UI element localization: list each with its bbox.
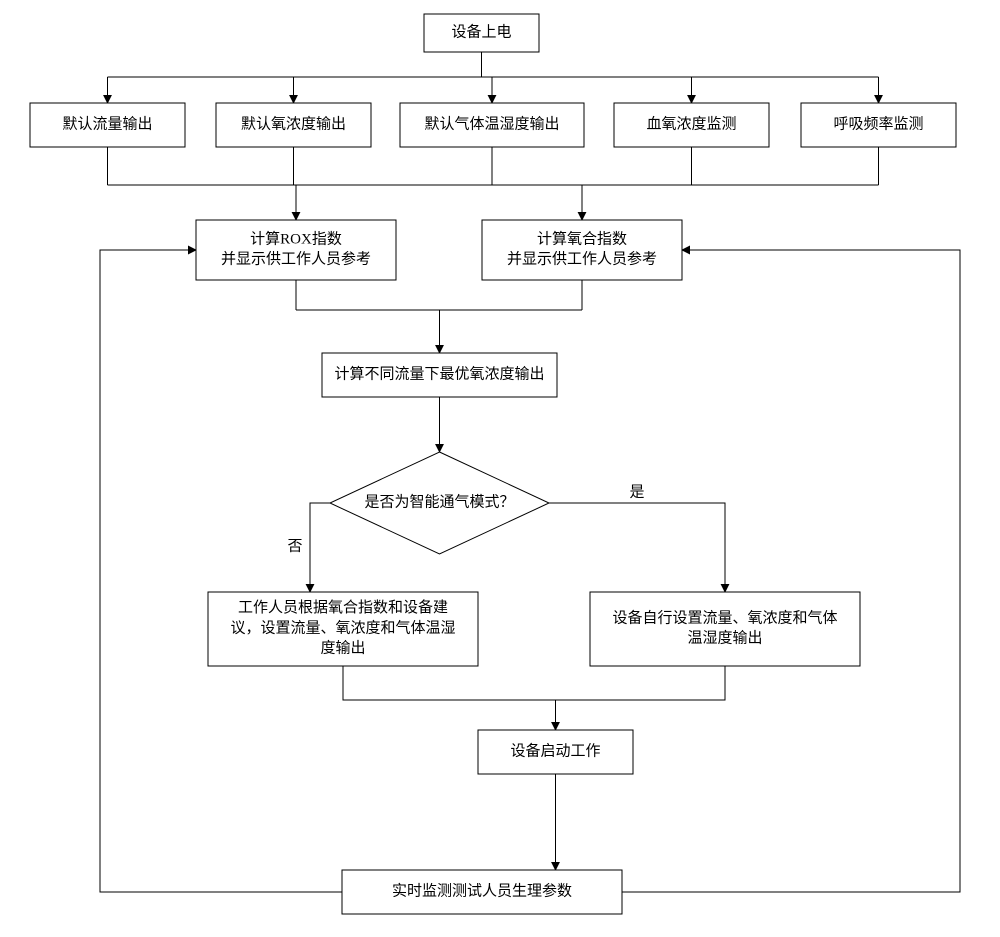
node-label: 默认气体温湿度输出 xyxy=(424,115,559,132)
flow-process xyxy=(196,220,396,280)
flow-process xyxy=(482,220,682,280)
node-label: 计算不同流量下最优氧浓度输出 xyxy=(334,364,544,382)
node-label: 设备自行设置流量、氧浓度和气体 xyxy=(612,609,837,626)
node-label: 是否为智能通气模式？ xyxy=(364,492,514,510)
flow-edge xyxy=(100,250,342,892)
node-label: 计算ROX指数 xyxy=(250,229,342,247)
node-label: 呼吸频率监测 xyxy=(833,115,923,132)
node-label: 并显示供工作人员参考 xyxy=(221,251,371,268)
flow-edge xyxy=(556,666,726,700)
node-label: 温湿度输出 xyxy=(687,630,762,647)
node-label: 议，设置流量、氧浓度和气体温湿 xyxy=(230,619,455,636)
flow-edge xyxy=(622,250,960,892)
node-label: 工作人员根据氧合指数和设备建 xyxy=(238,599,448,616)
flowchart-canvas: 否 是 设备上电默认流量输出 默认氧浓度输出 默认气体温湿度输出 血氧浓度监测 呼吸频率监测… xyxy=(0,0,1000,937)
node-label: 度输出 xyxy=(320,640,365,657)
node-label: 设备上电 xyxy=(451,23,511,40)
node-label: 计算氧合指数 xyxy=(537,229,627,247)
node-label: 并显示供工作人员参考 xyxy=(507,251,657,268)
flow-edge xyxy=(343,666,556,730)
node-label: 实时监测测试人员生理参数 xyxy=(392,882,572,899)
node-label: 默认氧浓度输出 xyxy=(241,115,346,132)
node-label: 默认流量输出 xyxy=(62,115,152,132)
flow-process xyxy=(590,592,860,666)
node-label: 血氧浓度监测 xyxy=(646,115,736,132)
flow-edge xyxy=(549,503,725,592)
edge-label: 是 xyxy=(629,484,644,500)
flow-edge xyxy=(310,503,330,592)
edge-label: 否 xyxy=(287,538,302,554)
node-label: 设备启动工作 xyxy=(510,742,600,759)
